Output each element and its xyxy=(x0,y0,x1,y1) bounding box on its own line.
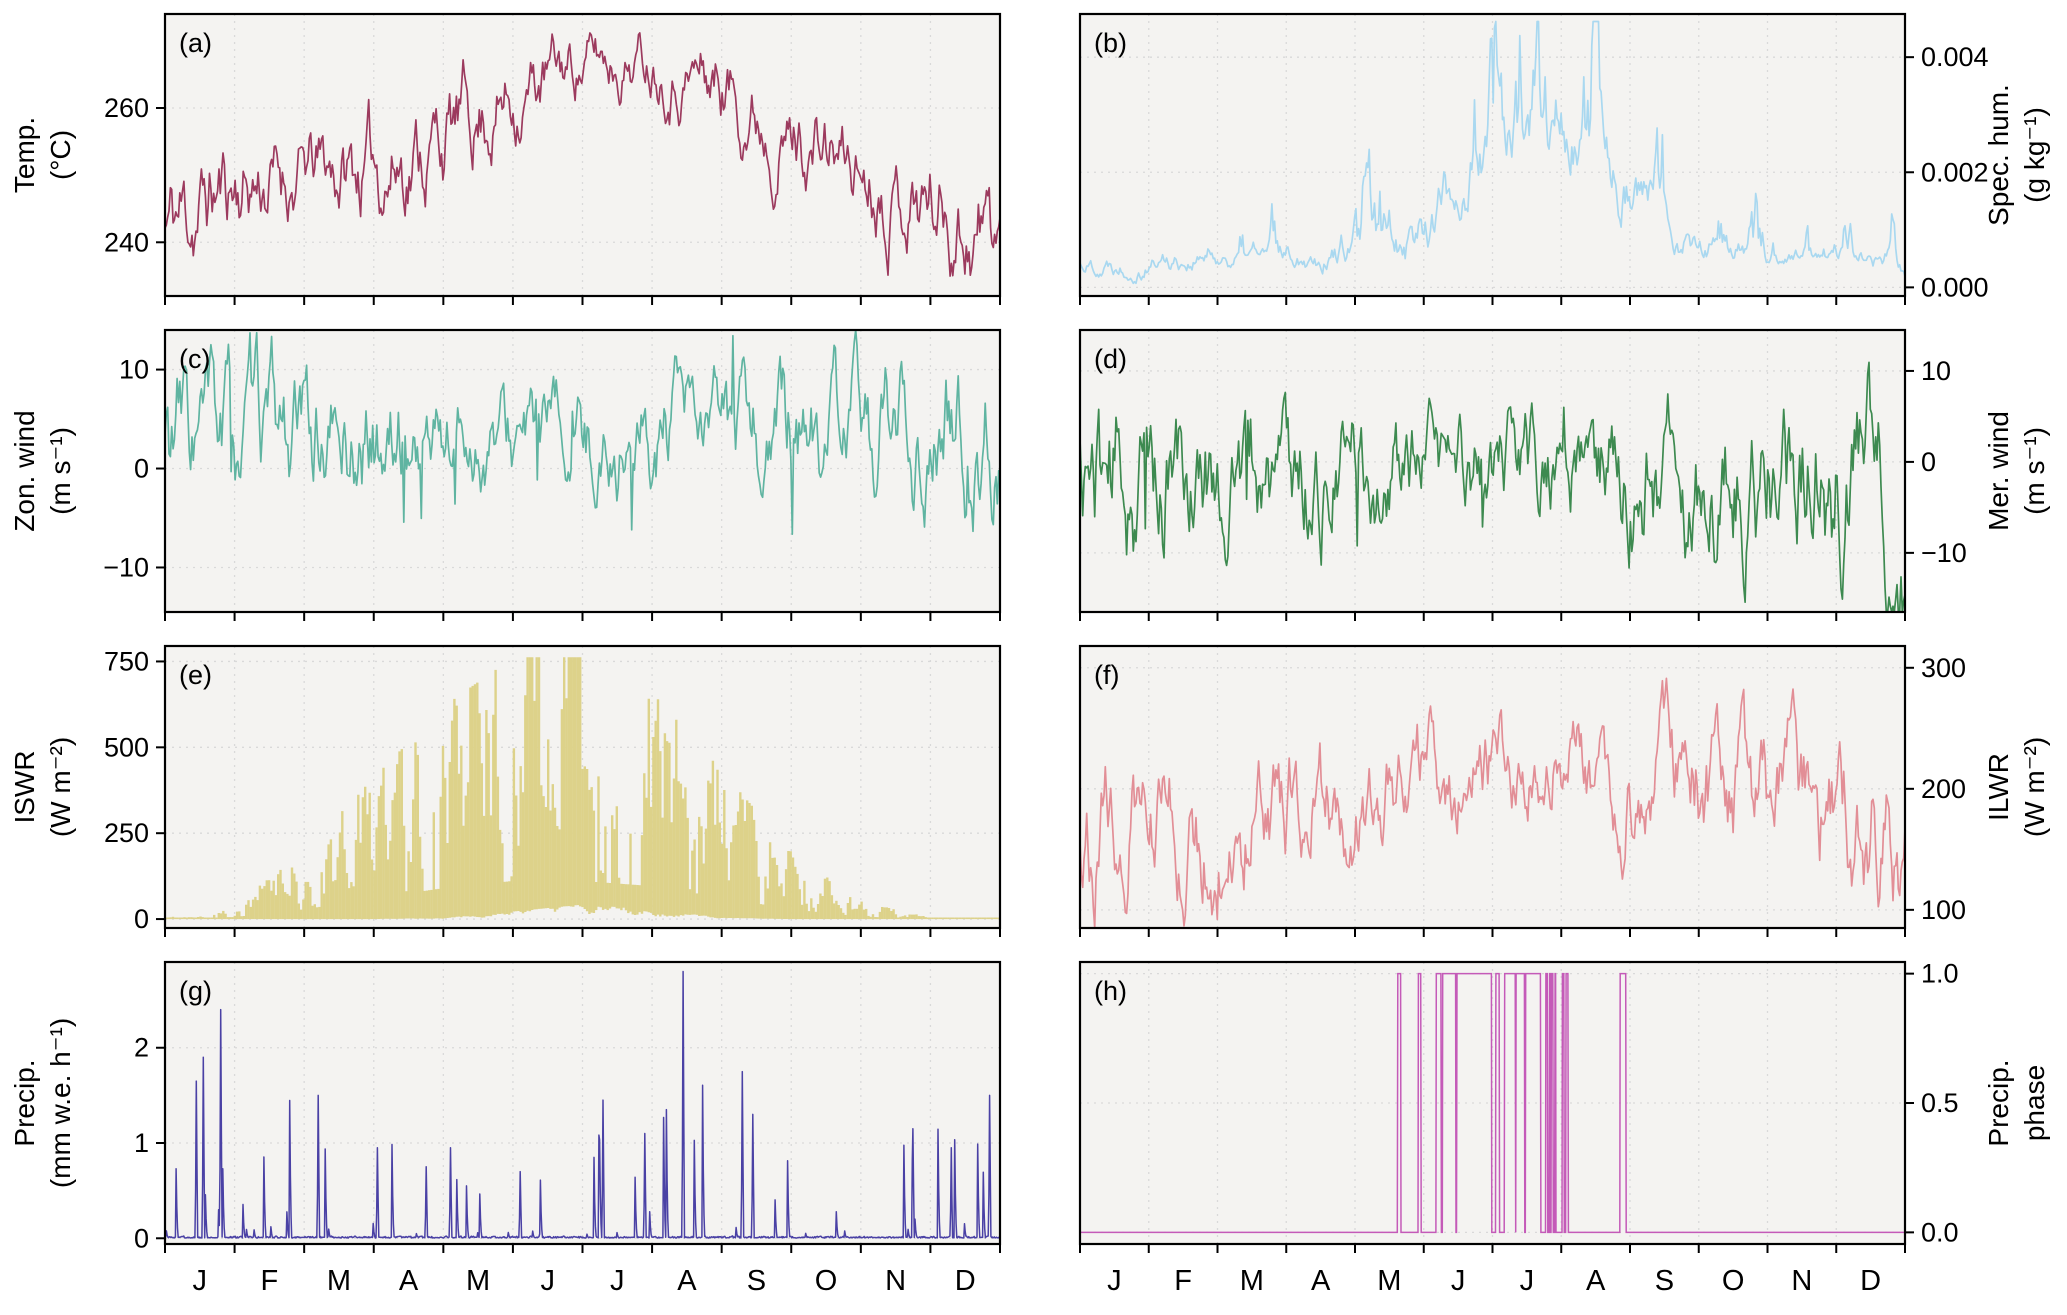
meridional-wind-series xyxy=(1080,361,1905,612)
panel-label: (e) xyxy=(179,660,212,690)
specific-humidity-series xyxy=(1080,20,1905,285)
air-temperature-line xyxy=(165,32,1000,277)
y-axis-title-line1: Mer. wind xyxy=(1983,411,2014,531)
panel-label: (c) xyxy=(179,344,210,374)
y-tick-label: 0 xyxy=(134,1223,149,1253)
panel-label: (d) xyxy=(1094,344,1127,374)
y-axis-title-line1: Zon. wind xyxy=(9,410,40,531)
panel-label: (b) xyxy=(1094,28,1127,58)
y-axis-title-line2: phase xyxy=(2019,1065,2050,1141)
y-tick-label: 0.000 xyxy=(1921,272,1989,302)
x-tick-label: N xyxy=(885,1265,906,1297)
x-tick-label: M xyxy=(1240,1265,1264,1297)
y-tick-label: 0.002 xyxy=(1921,157,1989,187)
y-tick-label: 2 xyxy=(134,1033,149,1063)
y-tick-label: 0 xyxy=(134,904,149,934)
precipitation-phase-series xyxy=(1080,972,1905,1234)
x-tick-label: J xyxy=(1107,1265,1122,1297)
y-axis-title-line2: (W m⁻²) xyxy=(45,737,76,837)
precipitation-rate-line xyxy=(165,970,1000,1239)
x-tick-label: F xyxy=(261,1265,279,1297)
panel-a: 240 260 (a) Temp. (°C) xyxy=(9,12,1002,305)
panel-d: −10 0 10 (d) Mer. wind (m s⁻¹) xyxy=(1078,328,2050,621)
precipitation-phase-line xyxy=(1080,972,1905,1234)
y-axis-title-line1: ISWR xyxy=(9,750,40,823)
y-tick-label: 0.004 xyxy=(1921,42,1989,72)
y-tick-label: 10 xyxy=(1921,356,1951,386)
x-tick-label: M xyxy=(466,1265,490,1297)
panel-c: −10 0 10 (c) Zon. wind (m s⁻¹) xyxy=(9,328,1002,621)
panel-h: 0.0 0.5 1.0 (h) Precip. phase J F M A M J J A S O N D xyxy=(1078,959,2050,1297)
y-tick-label: 1 xyxy=(134,1128,149,1158)
y-tick-label: −10 xyxy=(103,552,149,582)
incoming-longwave-radiation-line xyxy=(1080,677,1905,928)
precipitation-rate-series xyxy=(165,970,1000,1239)
x-tick-label: D xyxy=(1860,1265,1881,1297)
y-tick-label: 10 xyxy=(119,355,149,385)
x-tick-label: O xyxy=(1722,1265,1745,1297)
x-tick-label: M xyxy=(327,1265,351,1297)
x-tick-label: F xyxy=(1174,1265,1192,1297)
panel-label: (h) xyxy=(1094,976,1127,1006)
y-tick-label: 240 xyxy=(104,227,149,257)
specific-humidity-line xyxy=(1080,20,1905,285)
meridional-wind-line xyxy=(1080,361,1905,612)
panel-label: (f) xyxy=(1094,660,1119,690)
y-axis-title-line2: (mm w.e. h⁻¹) xyxy=(45,1018,76,1188)
y-tick-label: 0.0 xyxy=(1921,1217,1959,1247)
y-tick-label: 750 xyxy=(104,646,149,676)
y-tick-label: 300 xyxy=(1921,653,1966,683)
panel-e: 0 250 500 750 (e) ISWR (W m⁻²) xyxy=(9,644,1002,937)
y-tick-label: 260 xyxy=(104,93,149,123)
x-tick-label: A xyxy=(399,1265,419,1297)
y-axis-title-line2: (m s⁻¹) xyxy=(45,427,76,515)
y-axis-title-line2: (g kg⁻¹) xyxy=(2019,107,2050,203)
panel-label: (g) xyxy=(179,976,212,1006)
y-tick-label: 0 xyxy=(134,454,149,484)
y-tick-label: 250 xyxy=(104,818,149,848)
y-axis-title-line2: (W m⁻²) xyxy=(2019,737,2050,837)
x-tick-label: A xyxy=(1586,1265,1606,1297)
y-axis-title-line2: (°C) xyxy=(45,130,76,180)
x-tick-label: S xyxy=(747,1265,766,1297)
x-tick-label: J xyxy=(1520,1265,1535,1297)
y-tick-label: 0 xyxy=(1921,447,1936,477)
y-axis-title-line1: Spec. hum. xyxy=(1983,84,2014,226)
zonal-wind-line xyxy=(165,330,1000,536)
y-tick-label: 1.0 xyxy=(1921,959,1959,989)
incoming-shortwave-radiation-series xyxy=(165,657,1000,920)
zonal-wind-series xyxy=(165,330,1000,536)
y-tick-label: 100 xyxy=(1921,895,1966,925)
y-axis-title-line1: ILWR xyxy=(1983,753,2014,821)
x-tick-label: J xyxy=(193,1265,208,1297)
y-axis-title-line1: Temp. xyxy=(9,117,40,193)
x-tick-label: N xyxy=(1791,1265,1812,1297)
x-tick-label: J xyxy=(1451,1265,1466,1297)
panel-b: 0.000 0.002 0.004 (b) Spec. hum. (g kg⁻¹) xyxy=(1078,12,2050,305)
y-tick-label: 200 xyxy=(1921,774,1966,804)
air-temperature-series xyxy=(165,32,1000,277)
y-tick-label: 500 xyxy=(104,732,149,762)
incoming-longwave-radiation-series xyxy=(1080,677,1905,928)
y-axis-title-line2: (m s⁻¹) xyxy=(2019,427,2050,515)
panel-g: 0 1 2 (g) Precip. (mm w.e. h⁻¹) J F M A M J J A S O N D xyxy=(9,960,1002,1297)
y-tick-label: 0.5 xyxy=(1921,1088,1959,1118)
x-tick-label: J xyxy=(610,1265,625,1297)
x-tick-label: O xyxy=(815,1265,838,1297)
x-tick-label: J xyxy=(540,1265,555,1297)
panel-label: (a) xyxy=(179,28,212,58)
x-tick-label: M xyxy=(1377,1265,1401,1297)
y-axis-title-line1: Precip. xyxy=(9,1059,40,1146)
x-tick-label: S xyxy=(1655,1265,1674,1297)
y-tick-label: −10 xyxy=(1921,538,1967,568)
x-tick-label: A xyxy=(677,1265,697,1297)
y-axis-title-line1: Precip. xyxy=(1983,1059,2014,1146)
x-tick-label: A xyxy=(1311,1265,1331,1297)
panel-f: 100 200 300 (f) ILWR (W m⁻²) xyxy=(1078,644,2050,937)
x-tick-label: D xyxy=(955,1265,976,1297)
